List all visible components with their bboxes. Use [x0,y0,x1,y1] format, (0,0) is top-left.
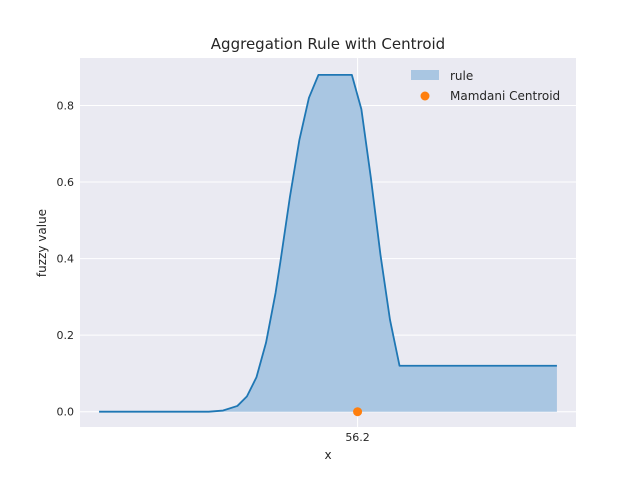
series-area-rule [99,74,557,412]
y-tick-label: 0.4 [57,253,75,266]
legend-swatch-rule [411,70,439,80]
y-tick-labels: 0.0 0.2 0.4 0.6 0.8 [57,99,75,418]
legend-label-centroid: Mamdani Centroid [450,89,560,103]
y-tick-label: 0.8 [57,99,75,112]
x-tick-label: 56.2 [345,431,370,444]
x-tick-labels: 56.2 [345,431,370,444]
y-axis-label: fuzzy value [35,209,49,277]
series-line-rule [99,73,557,413]
y-tick-label: 0.2 [57,329,75,342]
y-tick-label: 0.0 [57,406,75,419]
centroid-point [353,407,363,417]
legend: rule Mamdani Centroid [411,69,560,103]
chart-title: Aggregation Rule with Centroid [211,35,445,53]
y-tick-label: 0.6 [57,176,75,189]
series-layer [99,73,557,413]
points-layer [353,407,363,417]
legend-label-rule: rule [450,69,473,83]
x-axis-label: x [324,448,331,462]
legend-marker-centroid [420,91,430,101]
